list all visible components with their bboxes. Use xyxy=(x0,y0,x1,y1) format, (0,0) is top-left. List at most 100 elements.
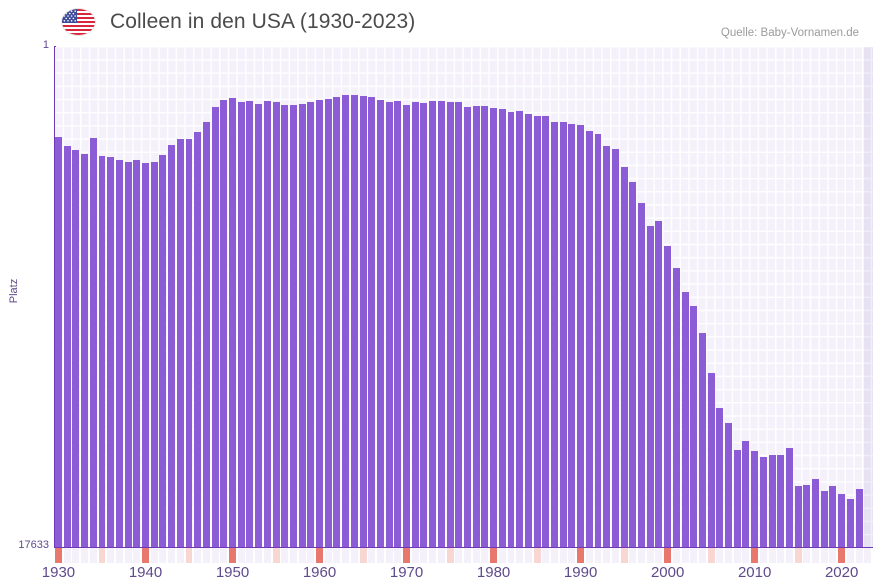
bar[interactable] xyxy=(368,97,376,547)
bar[interactable] xyxy=(707,373,715,547)
bar[interactable] xyxy=(846,498,854,547)
bar[interactable] xyxy=(733,449,741,547)
bar[interactable] xyxy=(194,132,202,547)
bar[interactable] xyxy=(603,145,611,547)
bar[interactable] xyxy=(255,104,263,547)
x-axis-minor-tick xyxy=(159,548,167,563)
bar[interactable] xyxy=(281,104,289,547)
bar[interactable] xyxy=(620,166,628,547)
bar[interactable] xyxy=(246,101,254,547)
bar[interactable] xyxy=(516,111,524,547)
bar[interactable] xyxy=(333,97,341,547)
bar[interactable] xyxy=(690,306,698,547)
bar[interactable] xyxy=(81,153,89,547)
x-axis-minor-tick xyxy=(777,548,785,563)
bar[interactable] xyxy=(768,455,776,547)
x-axis-minor-tick xyxy=(307,548,315,563)
bar[interactable] xyxy=(759,457,767,547)
bar[interactable] xyxy=(716,407,724,547)
bar[interactable] xyxy=(481,106,489,547)
bar[interactable] xyxy=(698,333,706,547)
bar[interactable] xyxy=(725,423,732,547)
bar[interactable] xyxy=(611,149,619,547)
bar[interactable] xyxy=(542,115,550,547)
bar[interactable] xyxy=(533,115,541,547)
bar[interactable] xyxy=(289,104,297,547)
bar[interactable] xyxy=(272,102,280,547)
bar[interactable] xyxy=(55,137,62,547)
bar[interactable] xyxy=(220,100,228,547)
bar[interactable] xyxy=(464,106,471,547)
bar[interactable] xyxy=(142,162,149,547)
bar[interactable] xyxy=(168,144,176,547)
bar[interactable] xyxy=(638,202,645,547)
bar[interactable] xyxy=(820,490,828,547)
bar[interactable] xyxy=(176,139,184,547)
bar[interactable] xyxy=(855,489,863,547)
bar[interactable] xyxy=(133,160,141,547)
bar[interactable] xyxy=(829,486,837,547)
bar[interactable] xyxy=(742,440,750,547)
bar[interactable] xyxy=(777,455,785,547)
bar[interactable] xyxy=(629,182,637,547)
bar[interactable] xyxy=(107,157,115,547)
bar[interactable] xyxy=(359,95,367,547)
bar[interactable] xyxy=(507,111,515,547)
bar[interactable] xyxy=(324,99,332,547)
x-axis-minor-tick xyxy=(725,548,732,563)
bar[interactable] xyxy=(98,155,106,547)
bar[interactable] xyxy=(307,101,315,547)
bar[interactable] xyxy=(263,100,271,547)
bar[interactable] xyxy=(394,100,402,547)
bar[interactable] xyxy=(316,100,323,547)
bar[interactable] xyxy=(385,101,393,547)
bar[interactable] xyxy=(577,124,585,547)
x-axis-minor-tick xyxy=(768,548,776,563)
bar[interactable] xyxy=(124,161,132,547)
bar[interactable] xyxy=(298,103,306,547)
bar[interactable] xyxy=(785,448,793,547)
bar[interactable] xyxy=(376,100,384,547)
bar[interactable] xyxy=(559,122,567,547)
bar[interactable] xyxy=(72,150,80,547)
bar[interactable] xyxy=(229,98,236,547)
bar[interactable] xyxy=(568,123,576,547)
bar[interactable] xyxy=(420,102,428,547)
bar[interactable] xyxy=(350,95,358,547)
bar[interactable] xyxy=(63,145,71,547)
bar[interactable] xyxy=(237,102,245,547)
bar[interactable] xyxy=(594,134,602,547)
bar[interactable] xyxy=(455,102,463,547)
bar[interactable] xyxy=(490,107,498,547)
bar[interactable] xyxy=(115,160,123,547)
bar[interactable] xyxy=(524,114,532,547)
bar[interactable] xyxy=(437,100,445,547)
bar[interactable] xyxy=(794,485,802,547)
x-axis-minor-tick xyxy=(255,548,263,563)
bar[interactable] xyxy=(664,246,672,547)
bar[interactable] xyxy=(472,106,480,547)
bar[interactable] xyxy=(446,102,454,547)
bar[interactable] xyxy=(812,479,820,547)
bar[interactable] xyxy=(672,267,680,547)
bar[interactable] xyxy=(89,138,97,547)
bar[interactable] xyxy=(411,102,419,547)
bar[interactable] xyxy=(202,121,210,547)
bar[interactable] xyxy=(551,121,558,547)
bar[interactable] xyxy=(403,105,411,547)
bar[interactable] xyxy=(838,493,846,547)
bar[interactable] xyxy=(342,95,350,547)
bar[interactable] xyxy=(150,162,158,547)
x-axis-tick-label: 2010 xyxy=(737,564,772,581)
bar[interactable] xyxy=(211,106,219,547)
bar[interactable] xyxy=(498,108,506,547)
bar[interactable] xyxy=(655,220,663,547)
bar[interactable] xyxy=(585,130,593,547)
bar[interactable] xyxy=(185,139,193,547)
bar[interactable] xyxy=(803,484,811,547)
bar[interactable] xyxy=(646,226,654,547)
bar[interactable] xyxy=(159,154,167,547)
bar[interactable] xyxy=(681,291,689,547)
bar[interactable] xyxy=(429,101,437,547)
bar[interactable] xyxy=(751,450,759,547)
